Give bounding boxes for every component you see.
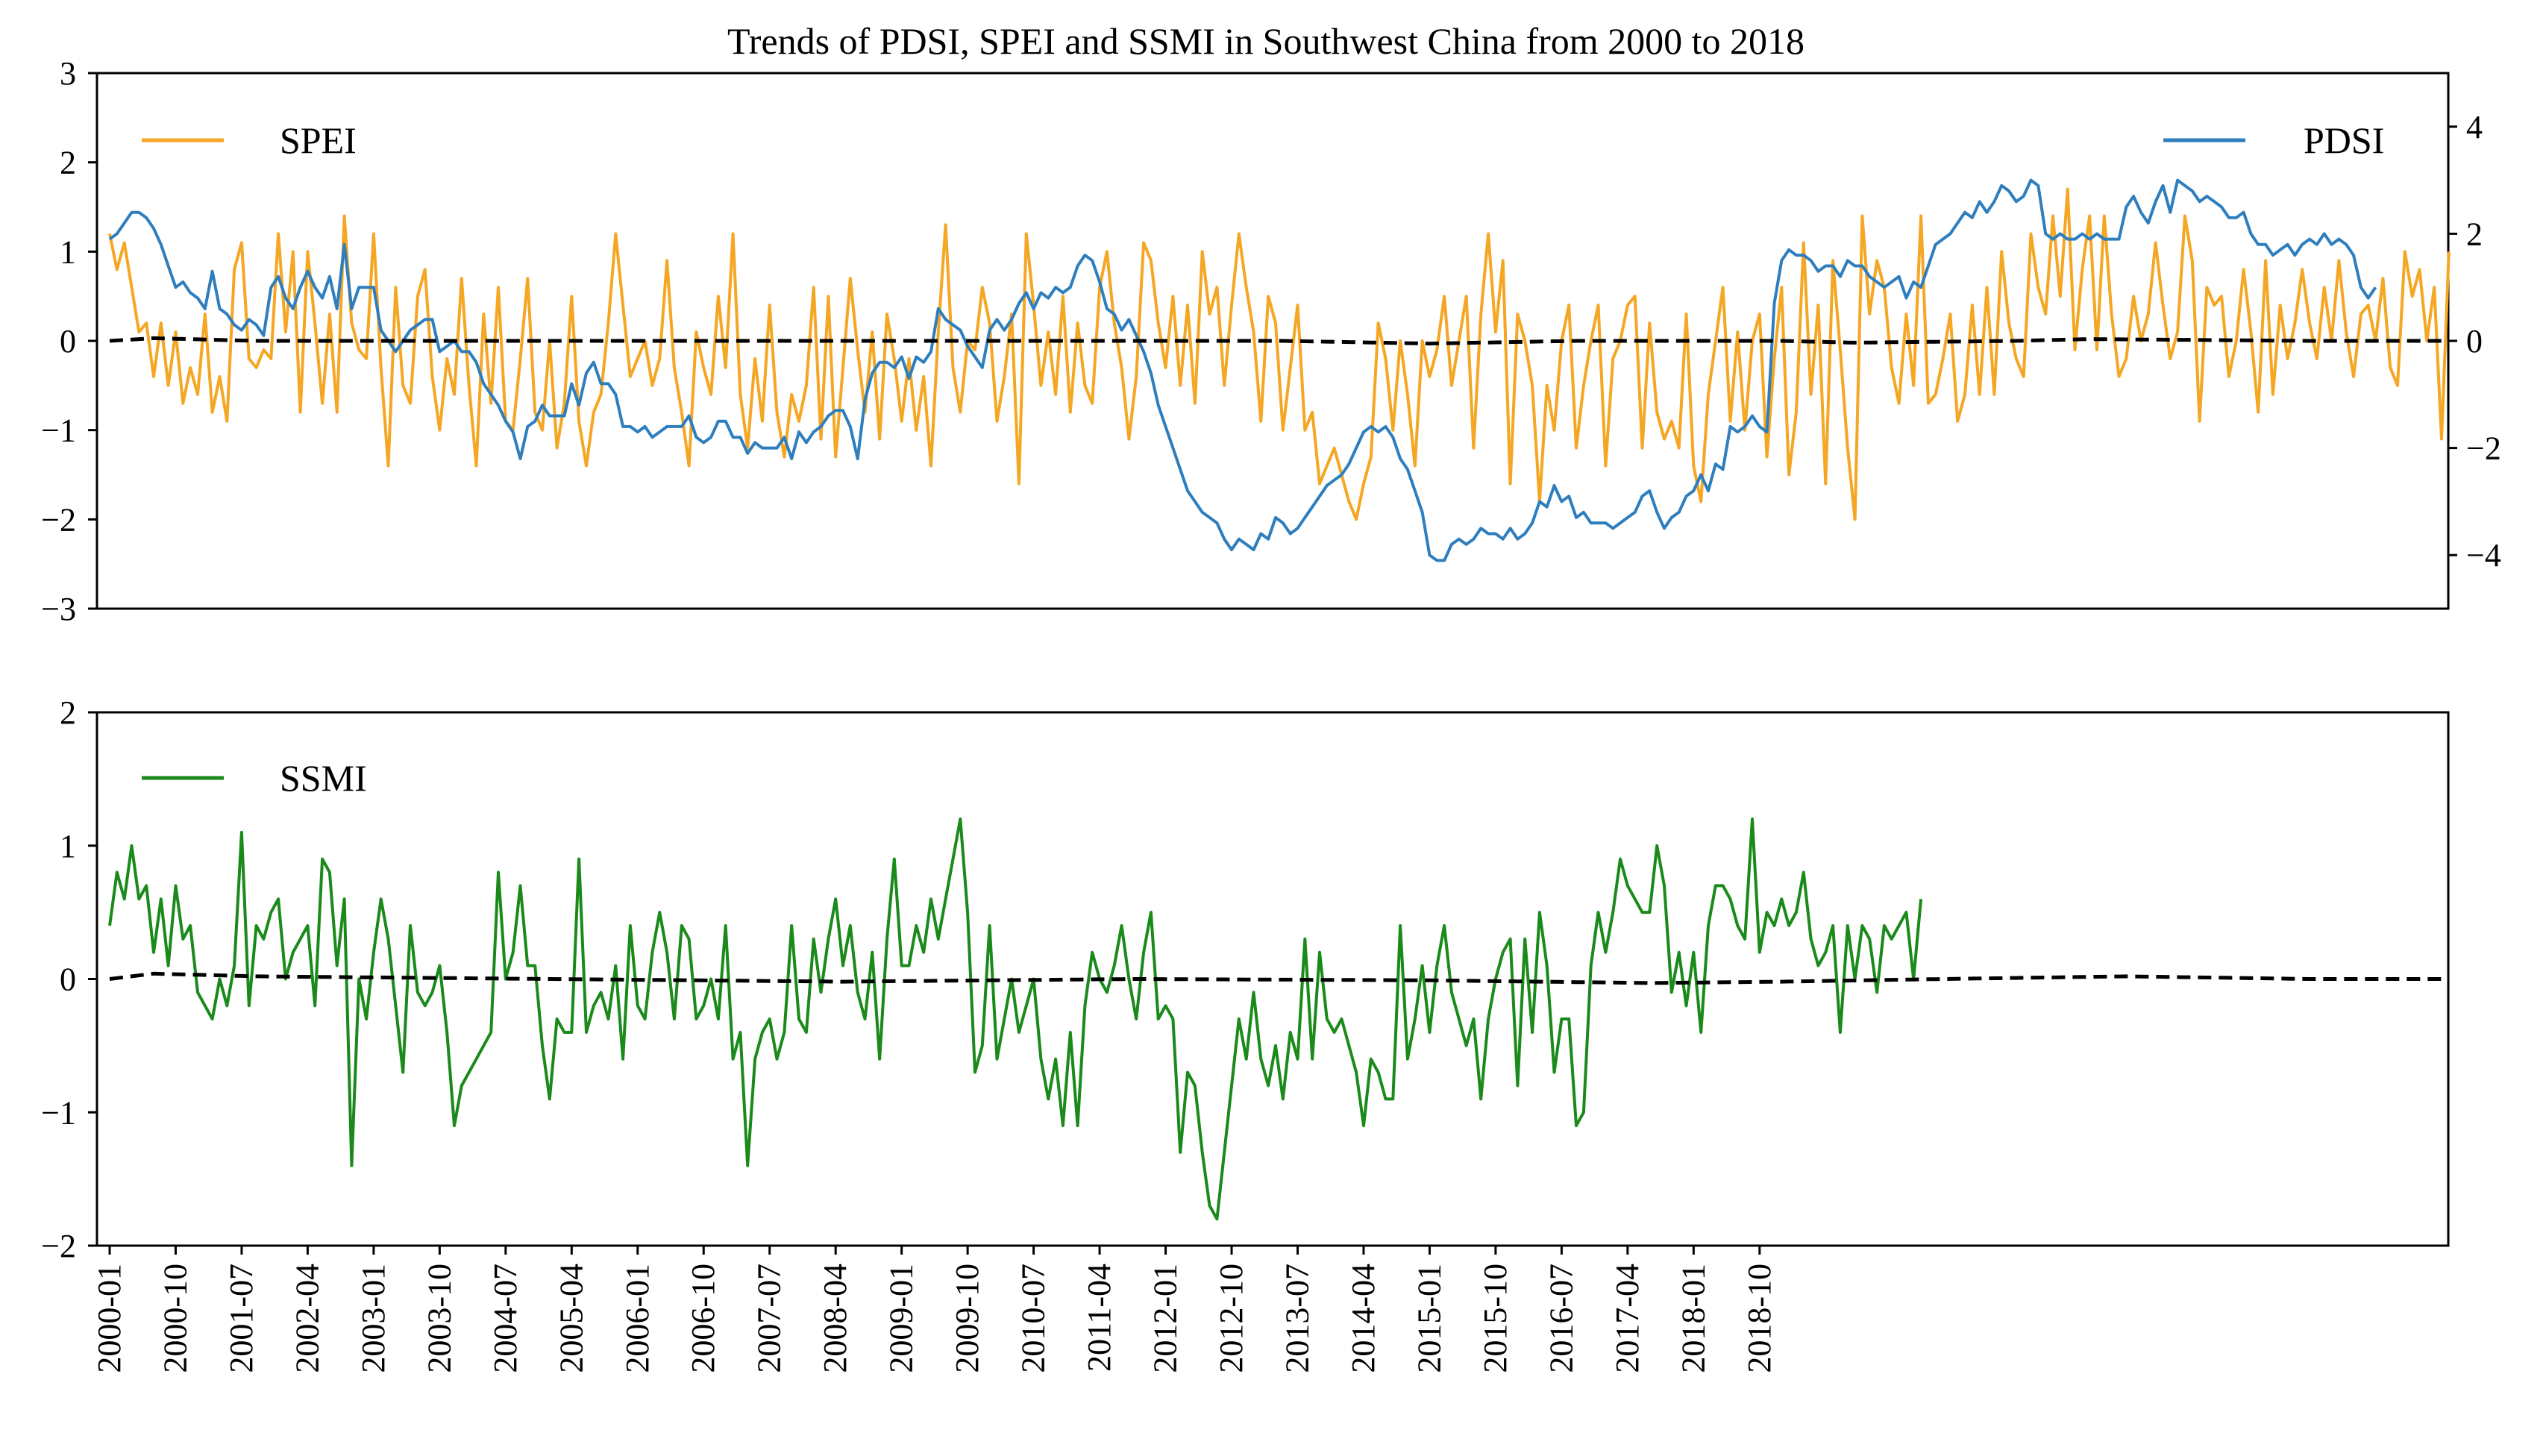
top-right-tick-label: 0 [2466,323,2483,360]
top-left-tick-label: −2 [41,501,76,538]
bottom-left-tick-label: 0 [60,961,76,998]
x-tick-label: 2009-01 [883,1264,920,1373]
top-left-tick-label: 2 [60,145,76,181]
series-spei-line [108,187,2451,521]
series-ssmi-line [108,818,1923,1221]
x-tick-label: 2007-07 [751,1264,788,1373]
top-right-axis: −4 −2 0 2 4 [2448,109,2501,574]
x-tick-label: 2011-04 [1081,1264,1117,1372]
top-left-tick-label: 1 [60,233,76,270]
x-tick-label: 2013-07 [1279,1264,1315,1373]
x-tick-label: 2002-04 [289,1264,325,1373]
legend-pdsi-label: PDSI [2304,119,2384,161]
x-tick-label: 2018-01 [1675,1264,1711,1373]
bottom-panel: −2 −1 0 1 2 2000-01 2000-10 2001-07 2002-04 2003… [41,694,2450,1373]
x-tick-label: 2012-01 [1147,1264,1184,1373]
top-panel: −3 −2 −1 0 1 2 3 −4 −2 0 2 4 SPEI PDSI [41,55,2501,627]
top-left-tick-label: 3 [60,55,76,92]
x-tick-label: 2009-10 [949,1264,985,1373]
x-tick-label: 2000-01 [91,1264,128,1373]
chart-title: Trends of PDSI, SPEI and SSMI in Southwe… [727,20,1805,62]
top-left-tick-label: −3 [41,591,76,627]
x-tick-label: 2001-07 [223,1264,260,1373]
bottom-x-axis: 2000-01 2000-10 2001-07 2002-04 2003-01 2003-… [91,1246,1778,1373]
legend-ssmi-label: SSMI [280,757,367,799]
top-series-group [108,178,2451,562]
legend-spei-label: SPEI [280,119,357,161]
top-right-tick-label: 2 [2466,216,2483,252]
series-pdsi-line [108,178,2377,562]
x-tick-label: 2006-01 [619,1264,656,1373]
top-right-tick-label: −4 [2466,537,2501,574]
x-tick-label: 2017-04 [1609,1264,1646,1373]
x-tick-label: 2015-10 [1477,1264,1514,1373]
x-tick-label: 2004-07 [487,1264,524,1373]
top-left-tick-label: 0 [60,323,76,360]
x-tick-label: 2006-10 [685,1264,721,1373]
legend-pdsi: PDSI [2163,119,2384,161]
bottom-left-tick-label: −2 [41,1228,76,1264]
x-tick-label: 2012-10 [1213,1264,1250,1373]
x-tick-label: 2014-04 [1345,1264,1382,1373]
x-tick-label: 2015-01 [1411,1264,1447,1373]
x-tick-label: 2003-01 [355,1264,392,1373]
bottom-left-axis: −2 −1 0 1 2 [41,694,97,1264]
x-tick-label: 2010-07 [1015,1264,1052,1373]
bottom-left-tick-label: 1 [60,828,76,865]
x-tick-label: 2016-07 [1543,1264,1579,1373]
x-tick-label: 2018-10 [1741,1264,1778,1373]
top-left-axis: −3 −2 −1 0 1 2 3 [41,55,97,627]
bottom-left-tick-label: −1 [41,1094,76,1131]
top-right-tick-label: 4 [2466,109,2483,145]
series-spei-trend-line [109,336,2442,346]
legend-ssmi: SSMI [142,757,367,799]
x-tick-label: 2000-10 [157,1264,193,1373]
top-left-tick-label: −1 [41,412,76,449]
bottom-left-tick-label: 2 [60,694,76,731]
bottom-series-group [108,818,2442,1221]
legend-spei: SPEI [142,119,357,161]
x-tick-label: 2008-04 [817,1264,853,1373]
top-right-tick-label: −2 [2466,430,2501,467]
x-tick-label: 2003-10 [421,1264,457,1373]
x-tick-label: 2005-04 [553,1264,589,1373]
series-ssmi-trend-line [109,971,2442,985]
